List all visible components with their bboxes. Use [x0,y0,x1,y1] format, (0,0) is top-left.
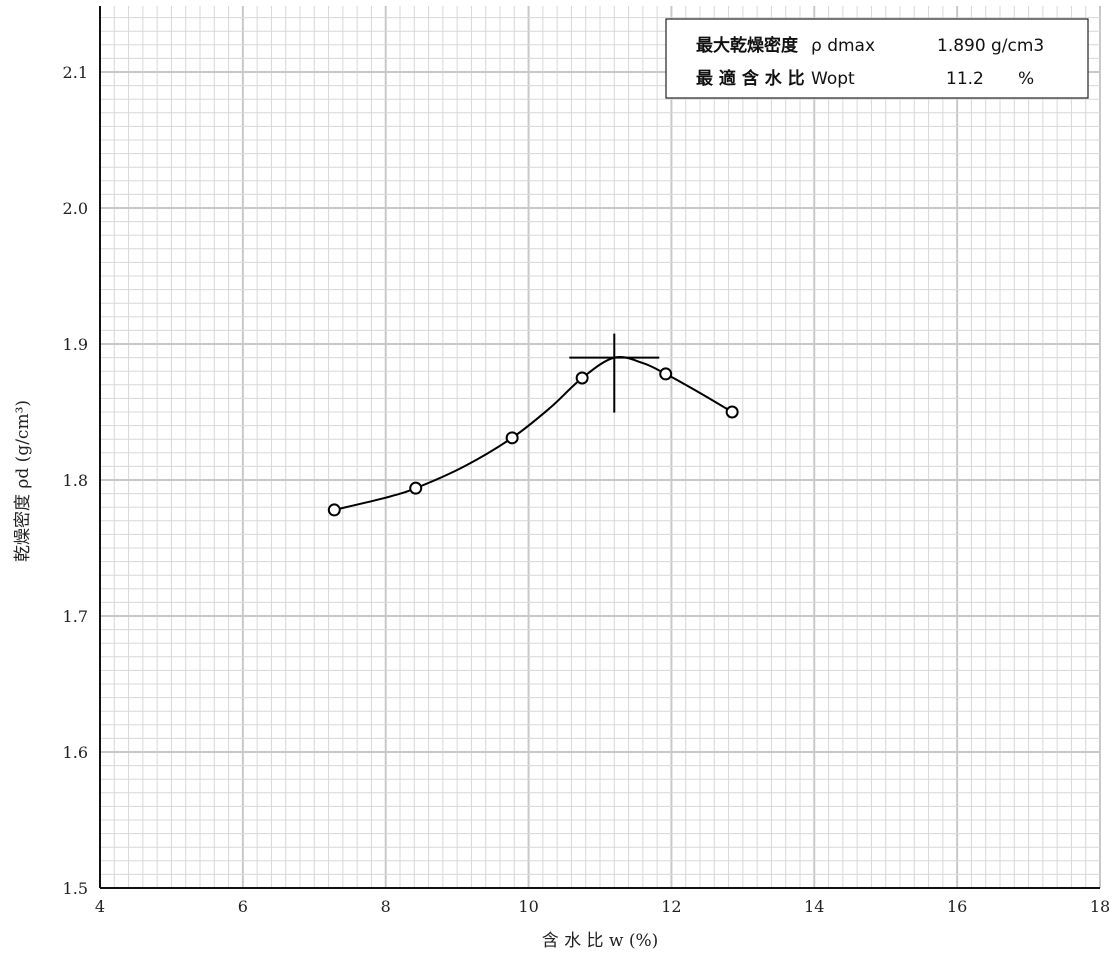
data-point [327,503,341,517]
info-max-density-unit: g/cm3 [991,36,1044,56]
info-max-density-label: 最大乾燥密度 [696,35,799,56]
axes [99,6,1100,889]
y-tick-label: 1.8 [63,471,88,490]
info-box: 最大乾燥密度 ρ dmax 1.890 g/cm3 最 適 含 水 比 Wopt… [665,18,1089,99]
y-tick-label: 1.9 [63,335,88,354]
info-optimum-water-label: 最 適 含 水 比 [696,68,805,89]
y-tick-label: 1.7 [63,607,88,626]
y-tick-label: 2.0 [63,199,88,218]
compaction-curve [334,356,733,511]
y-tick-label: 1.6 [63,743,88,762]
data-point [409,481,423,495]
data-point [505,431,519,445]
curve-layer [334,333,733,511]
y-axis-label: 乾燥密度 ρd (g/cm³) [13,400,33,562]
y-tick-label: 1.5 [63,879,88,898]
grid [99,6,1101,889]
info-optimum-water-symbol: Wopt [811,69,855,89]
data-point [725,405,739,419]
points-layer [327,367,739,517]
x-tick-label: 8 [381,897,391,916]
info-optimum-water-unit: % [1018,69,1034,89]
tick-labels: 4 6 8 10 12 14 16 18 1.5 1.6 1.7 1.8 1.9 2.0 2.1 [63,63,1111,916]
x-tick-label: 10 [518,897,538,916]
x-tick-label: 4 [95,897,105,916]
x-tick-label: 6 [238,897,248,916]
data-point [659,367,673,381]
info-max-density-value: 1.890 [937,36,986,56]
x-tick-label: 12 [661,897,681,916]
info-max-density-symbol: ρ dmax [811,36,875,56]
y-tick-label: 2.1 [63,63,88,82]
data-point [575,371,589,385]
info-optimum-water-value: 11.2 [946,69,984,89]
x-tick-label: 16 [947,897,967,916]
info-box-frame [665,18,1089,99]
x-tick-label: 18 [1090,897,1110,916]
x-axis-label: 含 水 比 w (%) [542,931,659,951]
x-tick-label: 14 [804,897,824,916]
